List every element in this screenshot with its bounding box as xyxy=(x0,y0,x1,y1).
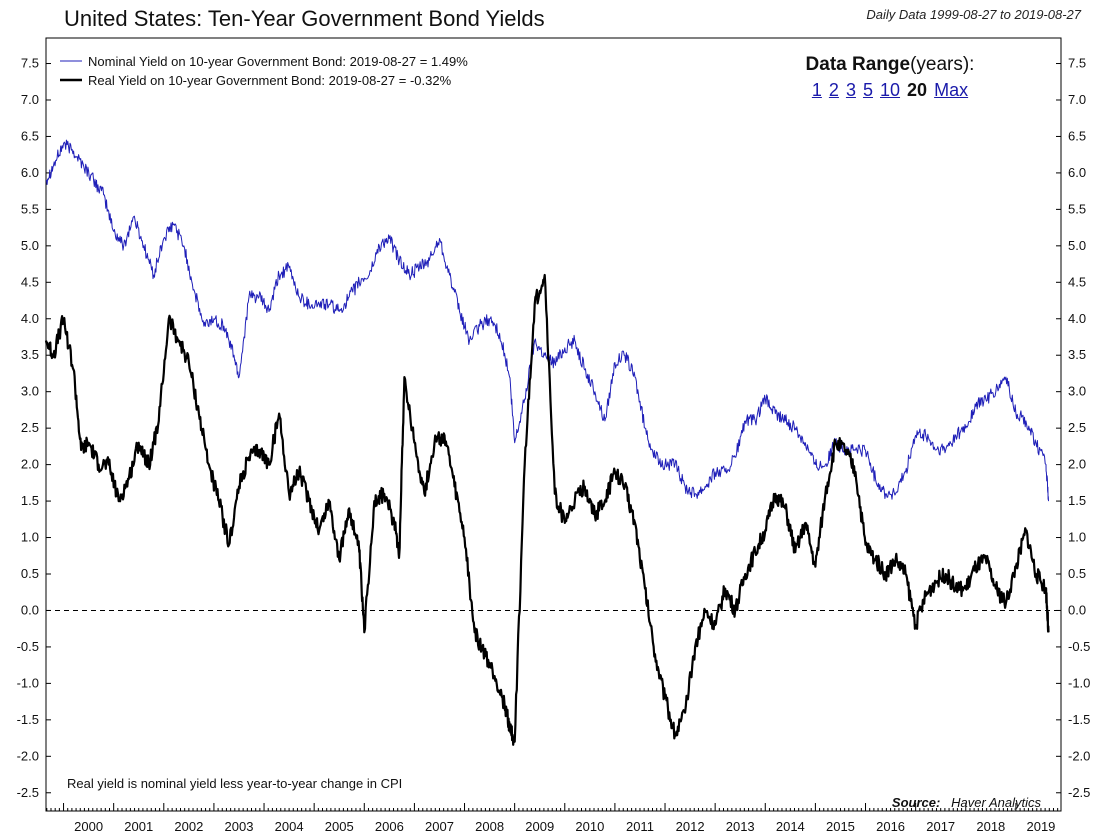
range-option-20-selected: 20 xyxy=(907,80,928,100)
x-tick-label: 2002 xyxy=(174,819,203,834)
y-tick-label-left: -2.0 xyxy=(17,748,39,763)
y-tick-label-right: 1.0 xyxy=(1068,530,1086,545)
page-title: United States: Ten-Year Government Bond … xyxy=(64,6,545,31)
y-tick-label-right: 4.5 xyxy=(1068,274,1086,289)
y-tick-label-left: 6.0 xyxy=(21,165,39,180)
y-tick-label-left: 5.5 xyxy=(21,201,39,216)
x-tick-label: 2003 xyxy=(225,819,254,834)
real-yield-line xyxy=(44,273,1050,746)
y-tick-label-left: 0.5 xyxy=(21,566,39,581)
x-tick-label: 2015 xyxy=(826,819,855,834)
source-credit: Source: Haver Analytics xyxy=(892,795,1041,810)
x-tick-label: 2007 xyxy=(425,819,454,834)
y-tick-label-right: -1.5 xyxy=(1068,712,1090,727)
y-tick-label-left: -0.5 xyxy=(17,639,39,654)
y-tick-label-left: 2.0 xyxy=(21,457,39,472)
y-tick-label-left: 7.5 xyxy=(21,56,39,71)
y-tick-label-left: 7.0 xyxy=(21,92,39,107)
range-option-1[interactable]: 1 xyxy=(811,80,822,100)
range-option-10[interactable]: 10 xyxy=(880,80,901,100)
x-tick-label: 2005 xyxy=(325,819,354,834)
range-option-max[interactable]: Max xyxy=(934,80,969,100)
x-tick-label: 2016 xyxy=(876,819,905,834)
x-tick-label: 2000 xyxy=(74,819,103,834)
y-tick-label-left: -1.0 xyxy=(17,675,39,690)
y-tick-label-right: 3.5 xyxy=(1068,347,1086,362)
y-tick-label-left: 0.0 xyxy=(21,602,39,617)
y-tick-label-left: 4.5 xyxy=(21,274,39,289)
x-tick-label: 2014 xyxy=(776,819,805,834)
x-tick-label: 2009 xyxy=(525,819,554,834)
x-axis-ticks: 2000 2001 2002 2003 2004 2005 2006 2007 2008 2009… xyxy=(46,803,1059,834)
x-tick-label: 2008 xyxy=(475,819,504,834)
y-tick-label-right: 0.5 xyxy=(1068,566,1086,581)
y-tick-label-right: 6.0 xyxy=(1068,165,1086,180)
date-range-subtitle: Daily Data 1999-08-27 to 2019-08-27 xyxy=(866,7,1081,22)
x-tick-label: 2013 xyxy=(726,819,755,834)
x-tick-label: 2018 xyxy=(976,819,1005,834)
data-range-label: Data Range xyxy=(805,54,911,75)
y-tick-label-left: 1.5 xyxy=(21,493,39,508)
x-tick-label: 2004 xyxy=(275,819,304,834)
y-tick-label-left: 2.5 xyxy=(21,420,39,435)
legend-label-real: Real Yield on 10-year Government Bond: 2… xyxy=(88,73,452,88)
y-tick-label-right: 7.5 xyxy=(1068,56,1086,71)
y-tick-label-right: 0.0 xyxy=(1068,602,1086,617)
plot-frame xyxy=(45,37,1062,812)
y-tick-label-right: -1.0 xyxy=(1068,675,1090,690)
y-tick-label-right: 4.0 xyxy=(1068,311,1086,326)
y-tick-label-right: 1.5 xyxy=(1068,493,1086,508)
series-layer xyxy=(44,139,1050,746)
nominal-yield-line xyxy=(45,139,1049,502)
y-tick-label-right: 5.0 xyxy=(1068,238,1086,253)
range-option-3[interactable]: 3 xyxy=(845,80,856,100)
data-range-selector: Data Range(years): 1 2 3 5 10 20 Max xyxy=(790,54,990,101)
footnote: Real yield is nominal yield less year-to… xyxy=(67,776,402,791)
x-tick-label: 2012 xyxy=(676,819,705,834)
y-tick-label-right: 3.0 xyxy=(1068,384,1086,399)
data-range-unit: (years): xyxy=(910,54,975,75)
y-tick-label-right: 6.5 xyxy=(1068,128,1086,143)
y-tick-label-right: 2.0 xyxy=(1068,457,1086,472)
y-tick-label-left: 6.5 xyxy=(21,128,39,143)
y-tick-label-left: 3.0 xyxy=(21,384,39,399)
range-option-2[interactable]: 2 xyxy=(828,80,839,100)
data-range-options: 1 2 3 5 10 20 Max xyxy=(790,80,990,101)
source-label: Source: xyxy=(891,795,941,810)
x-tick-label: 2011 xyxy=(626,819,654,834)
y-tick-label-right: 5.5 xyxy=(1068,201,1086,216)
y-tick-label-left: -2.5 xyxy=(17,785,39,800)
x-tick-label: 2001 xyxy=(124,819,153,834)
data-range-title: Data Range(years): xyxy=(790,54,990,76)
x-tick-label: 2019 xyxy=(1026,819,1055,834)
legend-label-nominal: Nominal Yield on 10-year Government Bond… xyxy=(88,54,468,69)
x-tick-label: 2010 xyxy=(575,819,604,834)
y-tick-label-right: 2.5 xyxy=(1068,420,1086,435)
y-tick-label-right: -2.0 xyxy=(1068,748,1090,763)
source-value: Haver Analytics xyxy=(951,795,1041,810)
y-tick-label-left: -1.5 xyxy=(17,712,39,727)
y-axis-ticks: -2.5 -2.5 -2.0 -2.0 -1.5 -1.5 -1.0 -1.0 -0.5 -0.5… xyxy=(17,56,1091,800)
y-tick-label-left: 3.5 xyxy=(21,347,39,362)
y-tick-label-left: 5.0 xyxy=(21,238,39,253)
y-tick-label-right: 7.0 xyxy=(1068,92,1086,107)
range-option-5[interactable]: 5 xyxy=(862,80,873,100)
x-tick-label: 2006 xyxy=(375,819,404,834)
y-tick-label-right: -2.5 xyxy=(1068,785,1090,800)
y-tick-label-left: 4.0 xyxy=(21,311,39,326)
x-tick-label: 2017 xyxy=(926,819,955,834)
y-tick-label-right: -0.5 xyxy=(1068,639,1090,654)
legend: Nominal Yield on 10-year Government Bond… xyxy=(60,54,468,88)
y-tick-label-left: 1.0 xyxy=(21,530,39,545)
